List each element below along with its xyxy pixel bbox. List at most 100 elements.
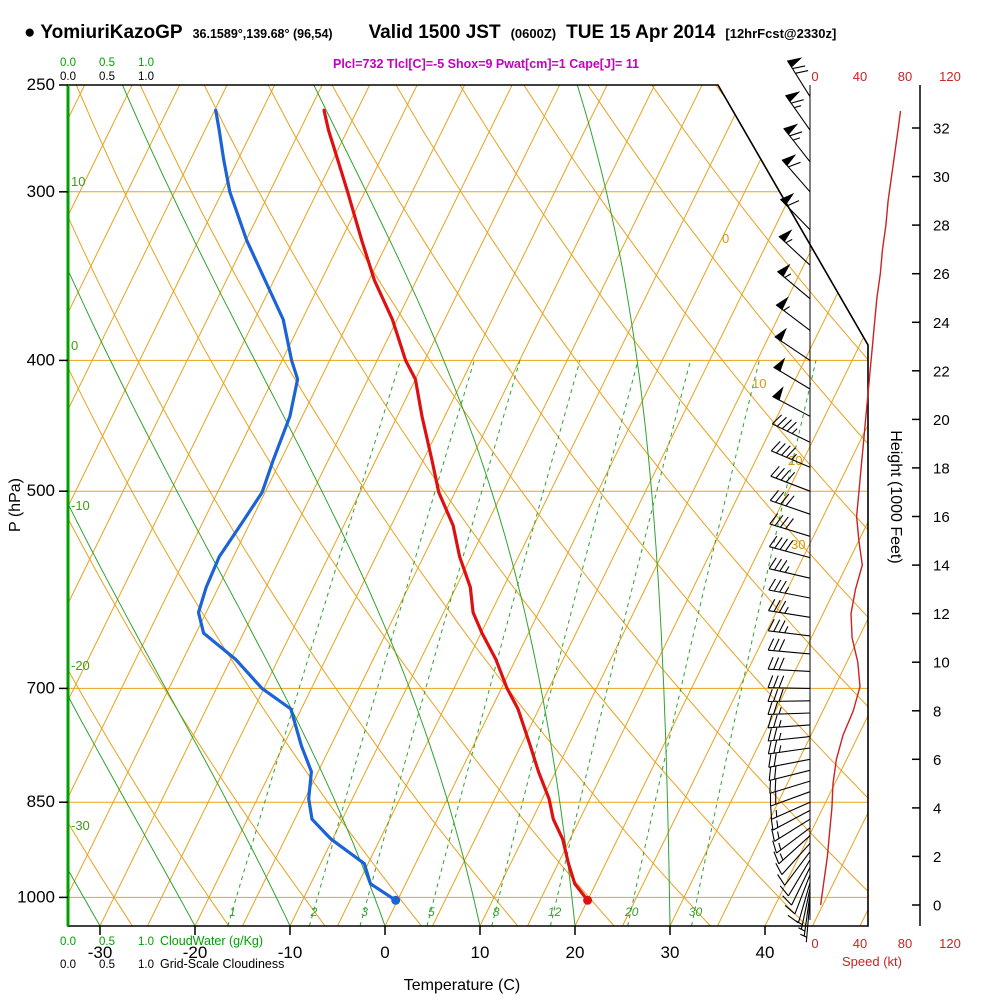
speed-tick-label-top: 0 (811, 69, 818, 84)
height-tick-label: 20 (933, 412, 950, 429)
wind-barb-half (778, 707, 782, 715)
cloudwater-scale-bottom: 0.0 (60, 936, 76, 948)
wind-barb-full (778, 639, 786, 652)
wind-barb-full (772, 701, 779, 715)
wind-barb-full (785, 518, 794, 530)
wind-barb-full (789, 131, 803, 137)
wind-barb-full (768, 557, 777, 570)
pressure-tick-label: 700 (27, 678, 55, 697)
isotherm-line (68, 85, 228, 926)
wind-barb-full (787, 914, 799, 924)
wind-barb-half (775, 809, 778, 818)
wind-barb-half (778, 732, 782, 740)
dry-adiabat-label: 30 (791, 537, 805, 552)
wind-barb-full (772, 689, 779, 702)
height-tick-label: 6 (933, 752, 941, 769)
mixing-ratio-label: 30 (689, 905, 703, 919)
mixing-ratio-label: 5 (428, 905, 435, 919)
dry-adiabat-line (651, 85, 868, 926)
moist-adiabat-line (0, 85, 5, 926)
pressure-tick-label: 300 (27, 182, 55, 201)
wind-barb-full (785, 471, 796, 483)
wind-barb-half (778, 842, 782, 850)
wind-barb-staff (797, 882, 811, 924)
wind-barb-full (786, 447, 796, 458)
wind-barb-full (773, 579, 782, 592)
valid-date: TUE 15 Apr 2014 (566, 22, 716, 43)
wind-barb-half (784, 626, 789, 634)
mixing-ratio-label: 20 (624, 905, 639, 919)
dry-adiabat-line (331, 85, 868, 926)
wind-barb-full (773, 657, 780, 670)
wind-barb-half (792, 137, 801, 141)
wind-barb-full (773, 638, 780, 651)
dry-adiabat-label: 10 (752, 376, 766, 391)
wind-barb-full (767, 618, 775, 632)
mixing-ratio-line (549, 360, 691, 926)
mixing-ratio-line (227, 360, 401, 926)
height-tick-label: 24 (933, 315, 950, 332)
isotherm-line (859, 85, 868, 926)
dry-adiabat-line (587, 85, 868, 926)
moist-adiabat-label: 10 (71, 174, 85, 189)
height-tick-label: 12 (933, 606, 950, 623)
moist-adiabat-label: -30 (71, 818, 90, 833)
wind-barb-staff (769, 546, 811, 559)
wind-barb-half (791, 453, 797, 460)
wind-barb-staff (772, 423, 811, 443)
isotherm-line (717, 85, 868, 926)
wind-barb-full (779, 580, 787, 593)
wind-barb-staff (768, 747, 811, 755)
wind-barb-full (773, 753, 777, 767)
wind-barb-full (779, 885, 789, 897)
stability-indices: Plcl=732 Tlcl[C]=-5 Shox=9 Pwat[cm]=1 Ca… (333, 57, 640, 71)
wind-barb-full (770, 806, 773, 820)
dry-adiabat-line (75, 85, 615, 926)
wind-barb-full (774, 514, 784, 526)
mixing-ratio-grid (227, 360, 817, 926)
speed-tick-label-bottom: 40 (853, 936, 867, 951)
wind-barb-staff (768, 649, 811, 655)
wind-barb-full (775, 467, 785, 479)
mixing-ratio-label: 1 (229, 905, 236, 919)
speed-tick-label-bottom: 120 (939, 936, 961, 951)
wind-barb-staff (787, 859, 811, 897)
wind-barb-staff (768, 610, 811, 618)
wind-barb-full (774, 778, 777, 792)
wind-barb-half (785, 238, 793, 244)
wind-barb-staff (784, 851, 811, 886)
station-title: ● YomiuriKazoGP (24, 22, 183, 44)
wind-barb-staff (771, 450, 811, 468)
station-coords: 36.1589°,139.68° (96,54) (192, 27, 333, 41)
isotherm-line (812, 85, 868, 926)
dry-adiabat-line (267, 85, 868, 926)
wind-barb-full (785, 495, 795, 507)
dry-adiabat-line (68, 85, 422, 926)
dry-adiabat-line (139, 85, 711, 926)
mixing-ratio-labels: 1 2 3 5 8 12 20 30 (229, 905, 702, 919)
wind-barb-full (767, 638, 775, 651)
wind-barb-staff (767, 687, 811, 689)
wind-barb-half (777, 831, 780, 839)
wind-barb-half (783, 306, 790, 311)
mixing-ratio-line (426, 360, 581, 926)
wind-barb-staff (805, 900, 811, 943)
wind-barb-staff (803, 894, 811, 937)
dry-adiabat-line (523, 85, 868, 926)
speed-tick-label-top: 80 (898, 69, 912, 84)
orange-grid (68, 85, 868, 926)
dry-adiabat-line (459, 85, 868, 926)
wind-barb-full (767, 656, 774, 670)
wind-barb-staff (768, 758, 811, 768)
pressure-axis: 250 300 400 500 700 850 1000 (17, 75, 68, 906)
moist-adiabat-line (576, 85, 671, 926)
mixing-ratio-line (359, 360, 521, 926)
moist-adiabat-line (122, 85, 481, 926)
wind-barb-staff (794, 874, 811, 915)
wind-barb-full (769, 513, 779, 525)
wind-barb-half (778, 720, 782, 728)
dry-adiabat-line (395, 85, 868, 926)
wind-barb-full (767, 701, 773, 715)
